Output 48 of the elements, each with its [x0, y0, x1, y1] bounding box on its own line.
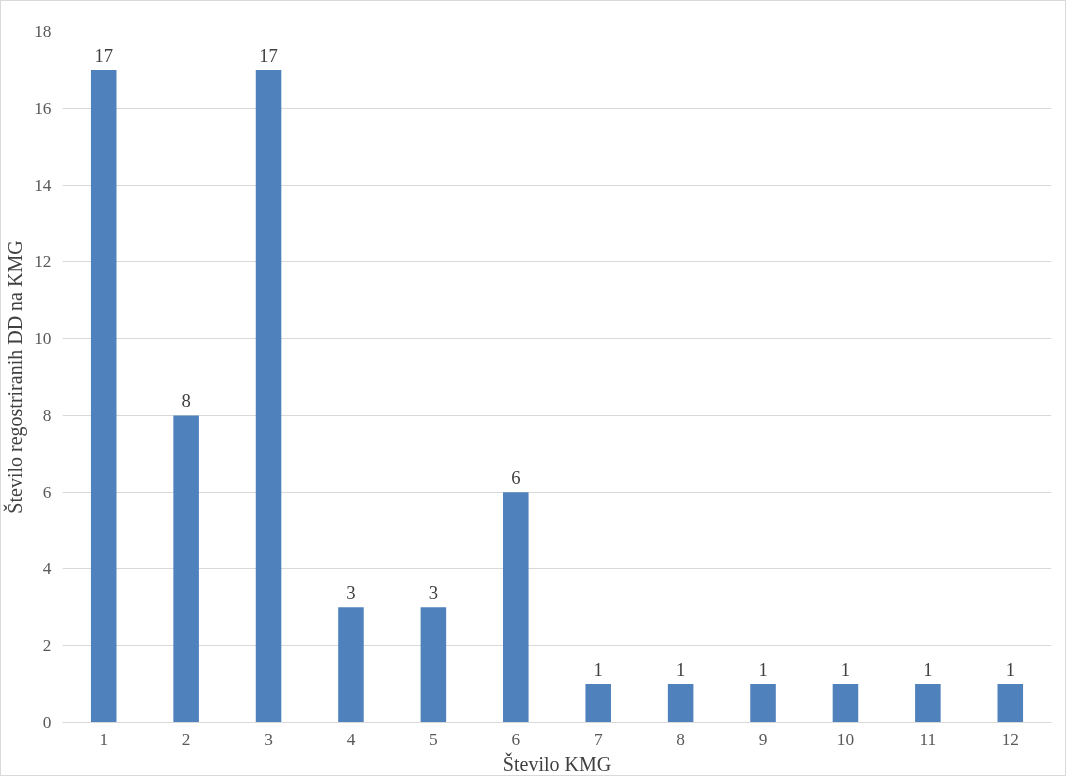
- y-tick-label: 16: [34, 98, 52, 118]
- x-tick-label: 4: [346, 729, 356, 749]
- y-tick-label: 2: [42, 636, 52, 656]
- x-axis-title: Število KMG: [502, 751, 612, 775]
- y-tick-label: 12: [34, 252, 52, 272]
- bar: [420, 607, 447, 723]
- x-tick-label: 12: [1001, 729, 1019, 749]
- data-label: 17: [94, 44, 114, 66]
- y-tick-label: 4: [42, 559, 52, 579]
- bar: [173, 415, 199, 723]
- bar: [255, 69, 282, 723]
- data-label: 3: [346, 582, 356, 604]
- x-tick-label: 7: [593, 729, 603, 749]
- data-label: 1: [593, 659, 603, 681]
- bar: [750, 684, 776, 723]
- y-tick-label: 18: [34, 22, 52, 41]
- bar: [338, 607, 364, 723]
- data-label: 6: [511, 467, 521, 489]
- bar: [997, 684, 1024, 723]
- x-tick-label: 11: [919, 729, 937, 749]
- y-tick-label: 14: [34, 175, 52, 195]
- data-label: 17: [259, 44, 278, 66]
- x-tick-label: 10: [836, 729, 855, 749]
- data-label: 1: [1005, 659, 1015, 681]
- x-tick-label: 5: [429, 729, 438, 749]
- y-tick-label: 10: [34, 329, 52, 349]
- x-tick-label: 9: [758, 729, 768, 749]
- bar: [915, 684, 941, 723]
- x-tick-label: 3: [264, 729, 273, 749]
- x-tick-label: 8: [676, 729, 685, 749]
- data-label: 1: [675, 659, 686, 681]
- y-tick-label: 0: [42, 713, 52, 732]
- x-tick-label: 1: [99, 729, 109, 749]
- data-label: 1: [923, 659, 933, 681]
- data-label: 8: [181, 390, 191, 412]
- data-label: 3: [428, 582, 439, 604]
- bar: [90, 69, 117, 723]
- bar: [585, 684, 611, 723]
- x-tick-label: 6: [511, 729, 521, 749]
- y-axis-title: Število regostriranih DD na KMG: [3, 240, 28, 514]
- bar: [832, 684, 859, 723]
- x-tick-label: 2: [181, 729, 191, 749]
- data-label: 1: [758, 659, 768, 681]
- bar: [667, 684, 694, 723]
- bar: [503, 492, 529, 723]
- data-label: 1: [840, 659, 851, 681]
- y-tick-label: 8: [42, 405, 52, 425]
- y-tick-label: 6: [42, 482, 52, 502]
